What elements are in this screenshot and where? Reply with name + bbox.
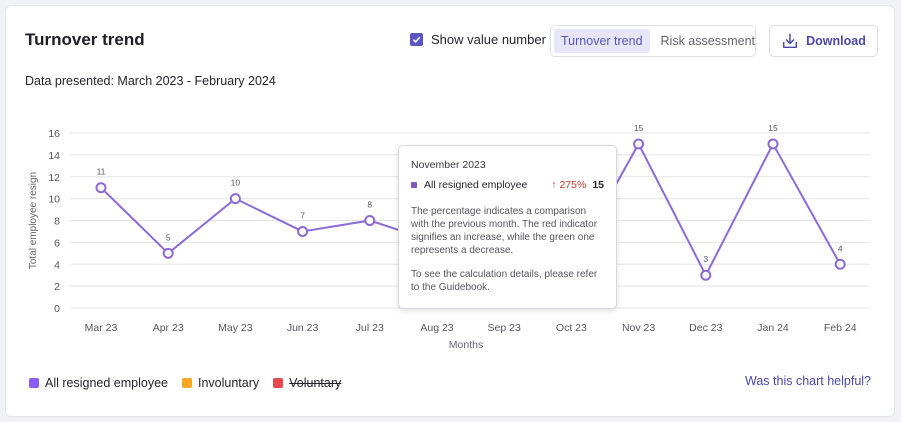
data-point [364,215,376,226]
chart-legend: All resigned employee Involuntary Volunt… [29,376,341,390]
tooltip-series-swatch [411,182,417,188]
download-label: Download [806,34,866,48]
legend-swatch-involuntary [182,378,192,388]
data-value-label: 8 [367,200,372,210]
data-point [834,258,846,270]
y-tick-label: 16 [48,128,60,140]
tooltip-series-label: All resigned employee [424,179,528,191]
data-range-text: Data presented: March 2023 - February 20… [25,74,276,88]
x-tick-label: Dec 23 [689,322,722,334]
y-tick-label: 6 [54,237,60,249]
data-value-label: 3 [703,254,708,264]
x-tick-label: Aug 23 [420,322,453,334]
data-value-label: 5 [166,232,171,242]
tooltip-description: The percentage indicates a comparison wi… [411,206,598,256]
y-tick-label: 14 [48,150,60,162]
tooltip-series-row: All resigned employee ↑ 275% 15 [411,179,604,191]
turnover-card: Turnover trend Data presented: March 202… [5,5,895,417]
x-tick-label: Oct 23 [556,322,587,334]
y-tick-label: 10 [48,194,60,206]
chart-title: Turnover trend [25,30,145,49]
x-tick-label: Nov 23 [622,322,655,334]
data-point [297,225,309,237]
data-point [633,138,645,150]
checkbox-checked-icon[interactable] [410,33,423,46]
y-tick-label: 2 [54,281,60,293]
legend-label-all-resigned: All resigned employee [45,376,168,390]
x-tick-label: Jul 23 [356,322,384,334]
show-value-label: Show value number [431,32,546,47]
data-value-label: 11 [97,167,106,177]
data-value-label: 15 [768,123,778,133]
data-value-label: 7 [300,210,305,220]
y-tick-label: 0 [54,303,60,315]
legend-label-involuntary: Involuntary [198,376,260,390]
download-icon [783,33,798,49]
x-tick-label: Jun 23 [287,322,319,334]
tooltip-guide: To see the calculation details, please r… [411,269,598,293]
chart-tooltip: November 2023 All resigned employee ↑ 27… [398,145,617,309]
x-tick-label: Mar 23 [85,322,118,334]
view-tabs: Turnover trend Risk assessment [550,25,756,57]
data-point [767,138,779,150]
x-tick-label: Jan 24 [757,322,789,334]
legend-item-involuntary[interactable]: Involuntary [182,376,259,390]
y-tick-label: 8 [54,216,60,228]
tooltip-value: 15 [592,179,604,191]
x-tick-label: Apr 23 [153,322,184,334]
tooltip-change: ↑ 275% [551,179,587,191]
download-button[interactable]: Download [769,25,878,57]
legend-swatch-voluntary [273,378,284,388]
x-tick-label: Feb 24 [824,322,857,334]
chart-helpful-link[interactable]: Was this chart helpful? [745,374,871,388]
tab-risk-assessment[interactable]: Risk assessment [660,34,756,48]
legend-item-all-resigned[interactable]: All resigned employee [29,376,168,390]
y-axis-label: Total employee resign [28,172,39,269]
y-tick-label: 12 [48,172,60,184]
x-axis-label: Months [449,339,483,351]
legend-swatch-all-resigned [29,378,39,388]
legend-item-voluntary[interactable]: Voluntary [273,376,341,390]
data-value-label: 4 [838,243,843,253]
legend-label-voluntary: Voluntary [289,376,342,390]
tooltip-month: November 2023 [411,159,486,171]
tab-turnover-trend[interactable]: Turnover trend [554,29,650,53]
data-point [95,182,107,194]
data-point [700,269,712,281]
show-value-toggle[interactable]: Show value number [410,32,546,47]
data-point [229,193,241,205]
x-tick-label: May 23 [218,322,253,334]
data-point [162,247,174,259]
data-value-label: 10 [231,178,241,188]
y-tick-label: 4 [54,259,60,271]
x-tick-label: Sep 23 [488,322,521,334]
data-value-label: 15 [634,123,644,133]
